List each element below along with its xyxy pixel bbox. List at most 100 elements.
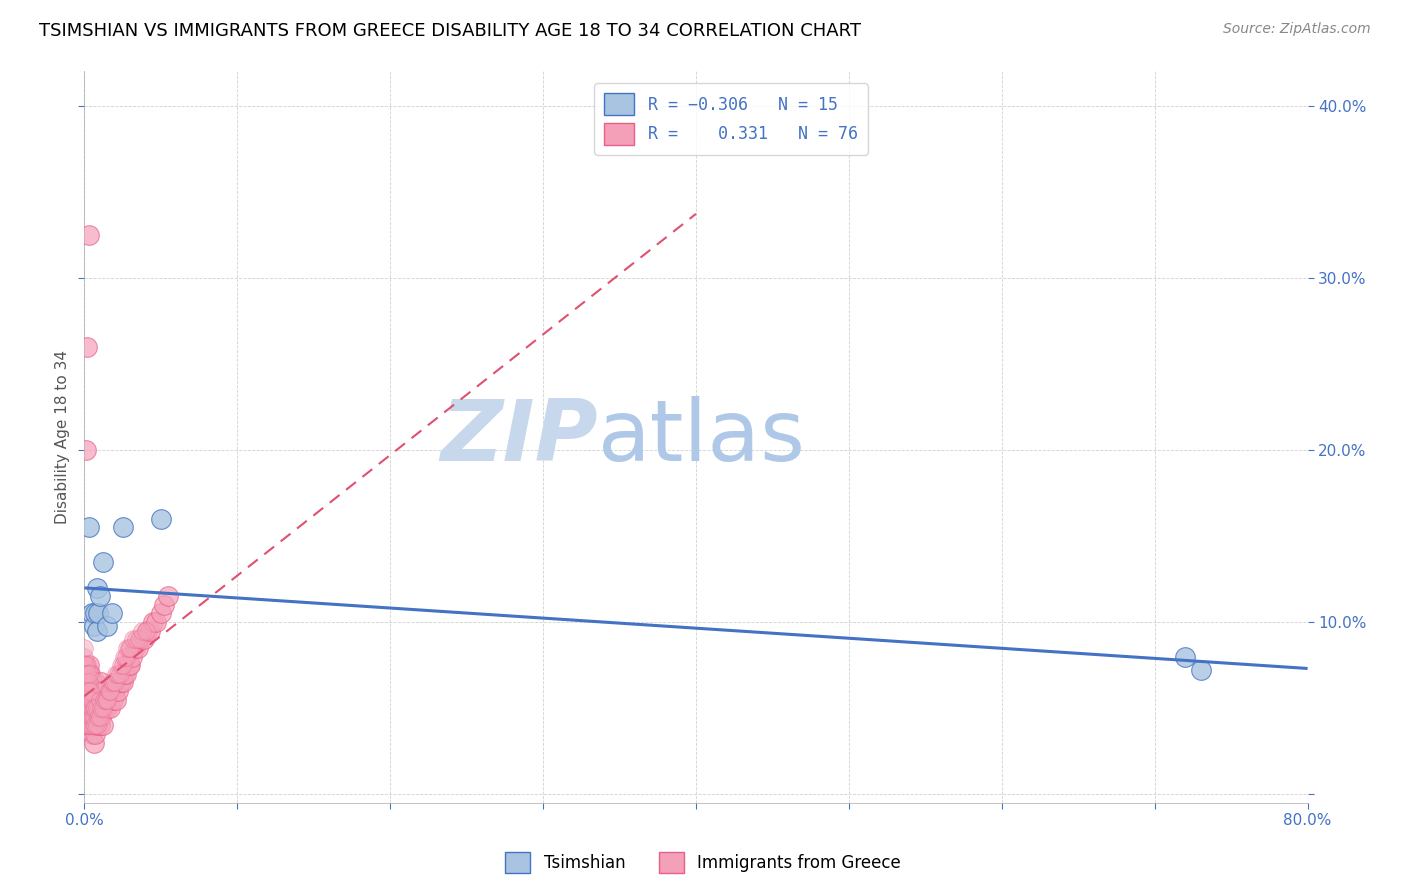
Point: [73, 718, 96, 732]
Point: [93, 701, 115, 715]
Point: [107, 684, 129, 698]
Y-axis label: Disability Age 18 to 34: Disability Age 18 to 34: [55, 350, 70, 524]
Point: [118, 658, 141, 673]
Point: [75, 701, 97, 715]
Point: [73, 640, 96, 655]
Point: [79, 718, 101, 732]
Point: [80, 692, 103, 706]
Point: [80, 718, 103, 732]
Point: [135, 624, 157, 638]
Point: [120, 640, 142, 655]
Point: [89, 692, 111, 706]
Point: [90, 710, 112, 724]
Point: [73, 701, 96, 715]
Point: [73, 658, 96, 673]
Point: [90, 675, 112, 690]
Point: [83, 718, 105, 732]
Point: [118, 640, 141, 655]
Point: [1174, 649, 1197, 664]
Point: [79, 701, 101, 715]
Point: [75, 675, 97, 690]
Point: [83, 718, 105, 732]
Point: [79, 666, 101, 681]
Point: [77, 684, 100, 698]
Point: [108, 675, 131, 690]
Point: [103, 692, 125, 706]
Point: [87, 684, 110, 698]
Point: [101, 684, 124, 698]
Point: [86, 701, 108, 715]
Point: [115, 658, 138, 673]
Point: [79, 684, 101, 698]
Point: [87, 710, 110, 724]
Point: [80, 675, 103, 690]
Point: [124, 640, 146, 655]
Point: [76, 701, 98, 715]
Point: [128, 632, 150, 647]
Point: [149, 512, 172, 526]
Point: [80, 701, 103, 715]
Point: [89, 692, 111, 706]
Point: [153, 598, 176, 612]
Point: [157, 589, 180, 603]
Point: [87, 607, 110, 621]
Point: [111, 675, 134, 690]
Point: [86, 718, 108, 732]
Point: [75, 675, 97, 690]
Point: [77, 684, 100, 698]
Point: [76, 692, 98, 706]
Point: [136, 624, 159, 638]
Point: [75, 684, 97, 698]
Point: [77, 718, 100, 732]
Point: [111, 520, 134, 534]
Point: [96, 701, 118, 715]
Point: [91, 555, 114, 569]
Point: [112, 649, 135, 664]
Point: [73, 675, 96, 690]
Point: [91, 701, 114, 715]
Point: [1189, 663, 1212, 677]
Point: [77, 718, 100, 732]
Point: [101, 607, 124, 621]
Point: [96, 692, 118, 706]
Point: [97, 692, 120, 706]
Point: [73, 666, 96, 681]
Point: [80, 710, 103, 724]
Point: [73, 692, 96, 706]
Point: [91, 718, 114, 732]
Point: [112, 666, 135, 681]
Point: [96, 618, 118, 632]
Point: [86, 718, 108, 732]
Text: Source: ZipAtlas.com: Source: ZipAtlas.com: [1223, 22, 1371, 37]
Point: [104, 675, 127, 690]
Point: [73, 684, 96, 698]
Point: [89, 710, 111, 724]
Point: [84, 607, 107, 621]
Point: [86, 581, 108, 595]
Point: [73, 710, 96, 724]
Point: [75, 710, 97, 724]
Point: [122, 632, 145, 647]
Point: [84, 718, 107, 732]
Point: [77, 520, 100, 534]
Point: [80, 692, 103, 706]
Point: [75, 666, 97, 681]
Point: [76, 684, 98, 698]
Point: [73, 684, 96, 698]
Point: [84, 675, 107, 690]
Point: [80, 710, 103, 724]
Point: [76, 718, 98, 732]
Point: [89, 718, 111, 732]
Point: [83, 618, 105, 632]
Point: [115, 640, 138, 655]
Legend: R = −0.306   N = 15, R =    0.331   N = 76: R = −0.306 N = 15, R = 0.331 N = 76: [595, 83, 868, 154]
Point: [89, 589, 111, 603]
Point: [75, 718, 97, 732]
Point: [77, 710, 100, 724]
Point: [75, 442, 97, 457]
Text: ZIP: ZIP: [440, 395, 598, 479]
Point: [76, 675, 98, 690]
Legend: Tsimshian, Immigrants from Greece: Tsimshian, Immigrants from Greece: [499, 846, 907, 880]
Point: [97, 684, 120, 698]
Point: [127, 640, 149, 655]
